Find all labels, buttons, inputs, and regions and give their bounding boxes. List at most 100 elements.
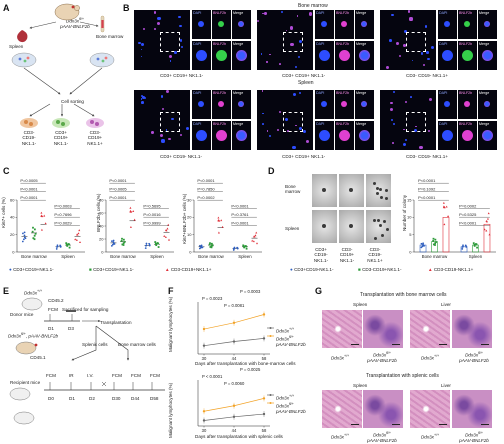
channel-label: BNLF2b — [459, 11, 473, 15]
f2-point — [232, 404, 236, 407]
he-stain-image — [452, 390, 492, 428]
channel-label: Merge — [356, 11, 367, 15]
f1-point — [262, 313, 266, 316]
c2-x-label: Bone marrow — [110, 254, 136, 259]
c2-point — [145, 242, 148, 245]
g-t1-sup: +/+ — [343, 354, 350, 358]
c3-x-label: Spleen — [238, 254, 252, 259]
f2-point — [262, 397, 266, 400]
c2-point — [129, 226, 132, 228]
panel-b-letter: B — [123, 3, 130, 13]
c2-pvalue: P<0.0001 — [109, 195, 127, 200]
c3-point — [245, 247, 248, 250]
c1-point — [78, 229, 81, 232]
d1-point — [461, 246, 464, 248]
panel-g-geno-t2: Ddx3xfl/+ pAAV-BNLF2b — [362, 351, 402, 363]
channel-label: BNLF2b — [336, 91, 350, 95]
channel-label: BNLF2b — [213, 122, 227, 126]
f2-leg-a-sup: +/+ — [289, 394, 295, 398]
c2-pvalue: P=0.0005 — [109, 187, 127, 192]
c1-y-tick-label: 40 — [10, 215, 15, 220]
c3-point — [243, 245, 245, 248]
colony-dot — [322, 224, 326, 228]
c1-pvalue: P=0.0003 — [54, 204, 72, 209]
d-col3-l1: CD3- — [369, 247, 381, 252]
channel-label: Merge — [233, 91, 244, 95]
micrograph-tile-merge: Merge — [355, 121, 374, 150]
c1-point — [32, 237, 35, 240]
c2-y-tick-label: 80 — [99, 197, 104, 202]
c1-point — [32, 226, 34, 229]
group2-l2: CD19+ — [53, 135, 69, 141]
group1-l1: CD3- — [23, 130, 35, 135]
d1-point — [434, 244, 436, 246]
c2-point — [122, 242, 125, 245]
c1-point — [40, 215, 43, 218]
e-mouse-bottom-sup: fl/+ — [21, 332, 26, 336]
c2-point — [155, 242, 157, 245]
scale-bar — [481, 424, 489, 425]
colony-dot — [373, 218, 377, 222]
e-mouse-bottom-vec: pAAV-BNLF2b — [28, 333, 59, 339]
panel-f-legend-2a: Ddx3x+/+ — [276, 394, 294, 401]
micrograph-tile-dapi: DAPI — [315, 10, 334, 39]
d1-point — [420, 246, 423, 249]
c1-point — [65, 242, 68, 245]
c2-point — [168, 238, 171, 241]
c2-point — [133, 218, 136, 221]
c3-point — [211, 244, 214, 247]
panel-a-mouse-sup: fl/+ — [79, 17, 84, 21]
d-col1-l1: CD3+ — [315, 247, 327, 252]
micrograph-tile-dapi: DAPI — [315, 90, 334, 119]
micrograph-tile-bnlf2b: BNLF2b — [335, 41, 354, 70]
d1-bar — [431, 241, 438, 253]
d1-pvalue: P<0.0001 — [418, 178, 436, 183]
f2-point — [232, 415, 236, 418]
micrograph-tile-bnlf2b: BNLF2b — [212, 41, 231, 70]
c3-point — [217, 219, 220, 222]
colony-dot — [376, 219, 380, 223]
d1-point — [462, 244, 464, 247]
micrograph-tile-merge: Merge — [355, 41, 374, 70]
panel-f-legend-2b: Ddx3xfl/+ pAAV-BNLF2b — [276, 402, 306, 414]
c3-point — [210, 246, 213, 249]
c1-point — [68, 243, 71, 246]
c2-point — [144, 244, 147, 247]
panel-e-day-d30: D30 — [112, 396, 121, 401]
micrograph-tile-merge: Merge — [232, 121, 251, 150]
micrograph-tile-bnlf2b: BNLF2b — [335, 10, 354, 39]
colony-dot — [322, 188, 326, 192]
panel-d-legend-3-label: CD3-CD19-NK1.1+ — [433, 267, 474, 272]
c3-point — [252, 240, 255, 243]
scale-bar — [439, 424, 447, 425]
g-t2-vec: pAAV-BNLF2b — [367, 357, 397, 363]
micrograph-tile-bnlf2b: BNLF2b — [212, 90, 231, 119]
panel-d-row-bm-l2: marrow — [285, 189, 301, 195]
d1-point — [422, 243, 424, 246]
c1-pvalue: P=0.0005 — [20, 178, 38, 183]
c1-x-label: Spleen — [61, 254, 75, 259]
f1-point — [232, 321, 236, 324]
c1-point — [76, 233, 79, 236]
c2-pvalue: P<0.0001 — [109, 178, 127, 183]
scale-bar — [351, 344, 359, 345]
d1-pvalue: P<0.0001 — [418, 195, 436, 200]
g-t4-gene: Ddx3x — [465, 352, 479, 358]
f1-point — [262, 337, 266, 340]
c3-point — [209, 242, 211, 245]
f1-point — [202, 327, 206, 331]
d1-point — [476, 246, 478, 249]
c3-point — [221, 225, 224, 228]
g-b2-sup: fl/+ — [386, 431, 391, 435]
c3-point — [254, 234, 257, 237]
d1-point — [423, 244, 425, 247]
he-stain-image — [410, 310, 450, 348]
panel-c-legend-1: ● CD3+CD19+NK1.1- — [9, 267, 54, 272]
f2-leg-b-sup: fl/+ — [289, 402, 294, 406]
zoom-region-box — [406, 112, 426, 132]
c2-pvalue: P=0.9999 — [143, 221, 161, 226]
micrograph-tile-merge: Merge — [478, 10, 497, 39]
g-t4-vec: pAAV-BNLF2b — [459, 357, 489, 363]
micrograph-tile-dapi: DAPI — [192, 10, 211, 39]
d1-point — [432, 243, 435, 246]
